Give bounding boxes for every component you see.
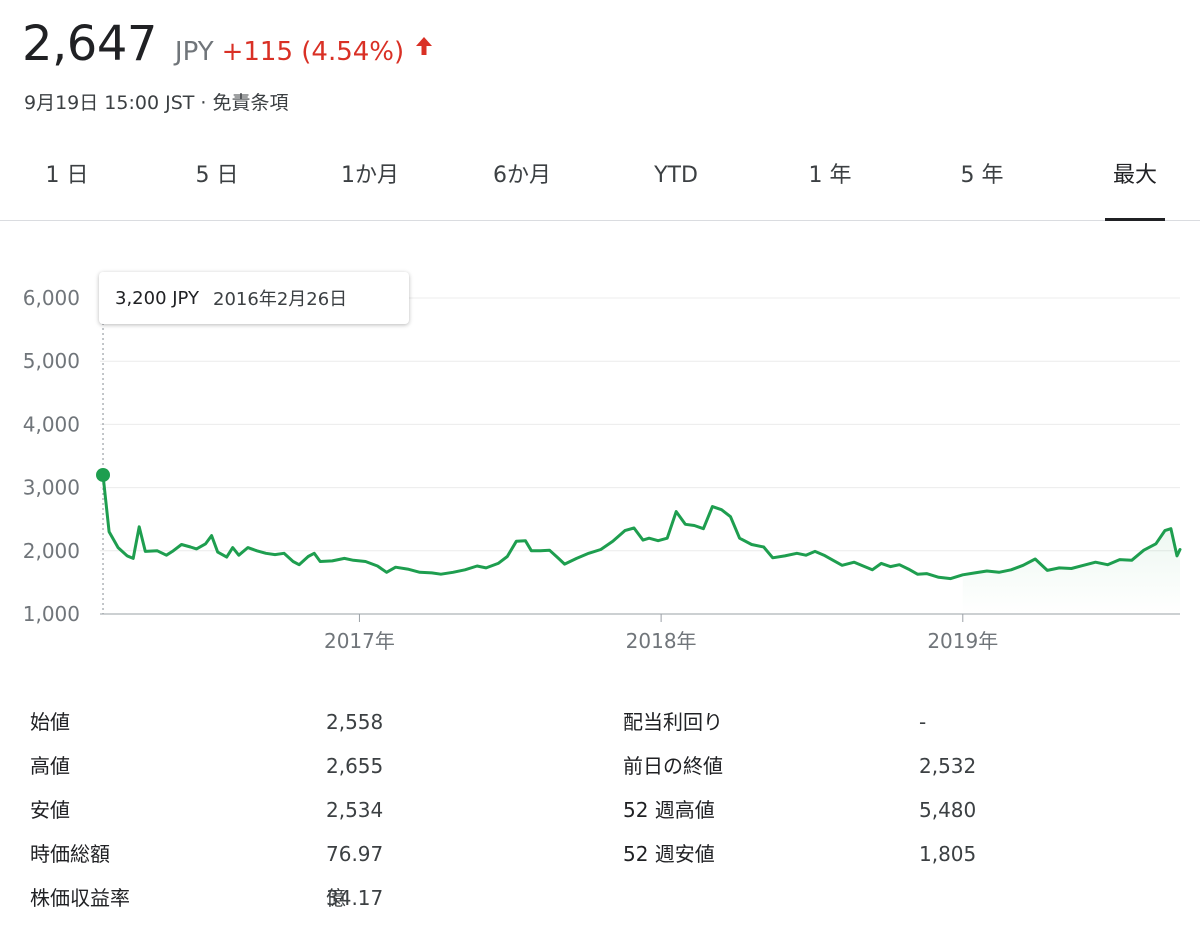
- hover-point: [96, 467, 111, 482]
- stat-label: 安値: [30, 798, 70, 822]
- stat-row: 時価総額 76.97億: [30, 832, 383, 910]
- currency-label: JPY: [174, 37, 214, 67]
- stat-row: 前日の終値 2,532: [623, 744, 976, 788]
- price-chart[interactable]: 6,000 5,000 4,000 3,000 2,000 1,000 2017年 2018年…: [0, 240, 1200, 680]
- price-change: +115 (4.54%): [221, 37, 405, 67]
- stat-row: 株価収益率 34.17: [30, 876, 383, 920]
- stat-label: 始値: [30, 710, 70, 734]
- y-tick-label: 3,000: [23, 476, 80, 500]
- stat-row: 52 週高値 5,480: [623, 788, 976, 832]
- tab-1m[interactable]: 1か月: [341, 163, 399, 188]
- stat-label: 時価総額: [30, 842, 110, 866]
- tab-6m[interactable]: 6か月: [493, 163, 551, 188]
- series-line: [101, 473, 1182, 581]
- stat-row: 高値 2,655: [30, 744, 383, 788]
- stat-value: 2,655: [326, 754, 384, 778]
- tooltip-value: 3,200 JPY: [115, 287, 200, 309]
- stat-value: 1,805: [919, 842, 977, 866]
- stat-row: 52 週安値 1,805: [623, 832, 976, 876]
- range-tabs: 1 日 5 日 1か月 6か月 YTD 1 年 5 年 最大: [0, 140, 1200, 221]
- up-arrow-icon: [416, 37, 433, 55]
- stat-value: 34.17: [326, 886, 384, 910]
- stat-value: 2,558: [326, 710, 384, 734]
- y-tick-label: 5,000: [23, 349, 80, 373]
- stat-value: 2,534: [326, 798, 384, 822]
- y-tick-label: 2,000: [23, 539, 80, 563]
- tab-1d[interactable]: 1 日: [45, 163, 89, 188]
- chart-tooltip: 3,200 JPY 2016年2月26日: [99, 272, 409, 324]
- y-tick-label: 6,000: [23, 286, 80, 310]
- x-tick-label: 2019年: [927, 629, 998, 653]
- tooltip-date: 2016年2月26日: [213, 289, 348, 310]
- stat-label: 前日の終値: [623, 754, 723, 778]
- stat-label: 配当利回り: [623, 710, 723, 734]
- disclaimer-link[interactable]: 免責条項: [212, 92, 289, 114]
- stat-value: 5,480: [919, 798, 977, 822]
- stat-value: -: [919, 710, 927, 734]
- stat-label: 52 週高値: [623, 798, 715, 822]
- tab-5d[interactable]: 5 日: [195, 163, 239, 188]
- tab-1y[interactable]: 1 年: [808, 163, 852, 188]
- y-tick-label: 4,000: [23, 412, 80, 436]
- y-tick-label: 1,000: [23, 602, 80, 626]
- stat-value: 76.97億: [326, 842, 384, 910]
- area-fill: [962, 528, 1180, 614]
- x-tick-label: 2017年: [324, 629, 395, 653]
- timestamp-line: 9月19日 15:00 JST · 免責条項: [24, 88, 289, 115]
- stat-value: 2,532: [919, 754, 977, 778]
- stat-label: 高値: [30, 754, 70, 778]
- x-tick-label: 2018年: [626, 629, 697, 653]
- current-price: 2,647: [22, 16, 157, 72]
- stat-label: 株価収益率: [30, 886, 130, 910]
- tab-ytd[interactable]: YTD: [654, 163, 698, 188]
- tab-5y[interactable]: 5 年: [960, 163, 1004, 188]
- tab-max[interactable]: 最大: [1075, 140, 1195, 221]
- stats-left-column: 始値 2,558 高値 2,655 安値 2,534 時価総額 76.97億 株価収益率…: [30, 700, 383, 920]
- stat-row: 安値 2,534: [30, 788, 383, 832]
- stats-right-column: 配当利回り - 前日の終値 2,532 52 週高値 5,480 52 週安値 1,80…: [623, 700, 976, 876]
- stat-label: 52 週安値: [623, 842, 715, 866]
- price-header: 2,647 JPY +115 (4.54%): [22, 16, 436, 72]
- stat-row: 配当利回り -: [623, 700, 926, 744]
- stat-row: 始値 2,558: [30, 700, 383, 744]
- timestamp: 9月19日 15:00 JST ·: [24, 92, 213, 114]
